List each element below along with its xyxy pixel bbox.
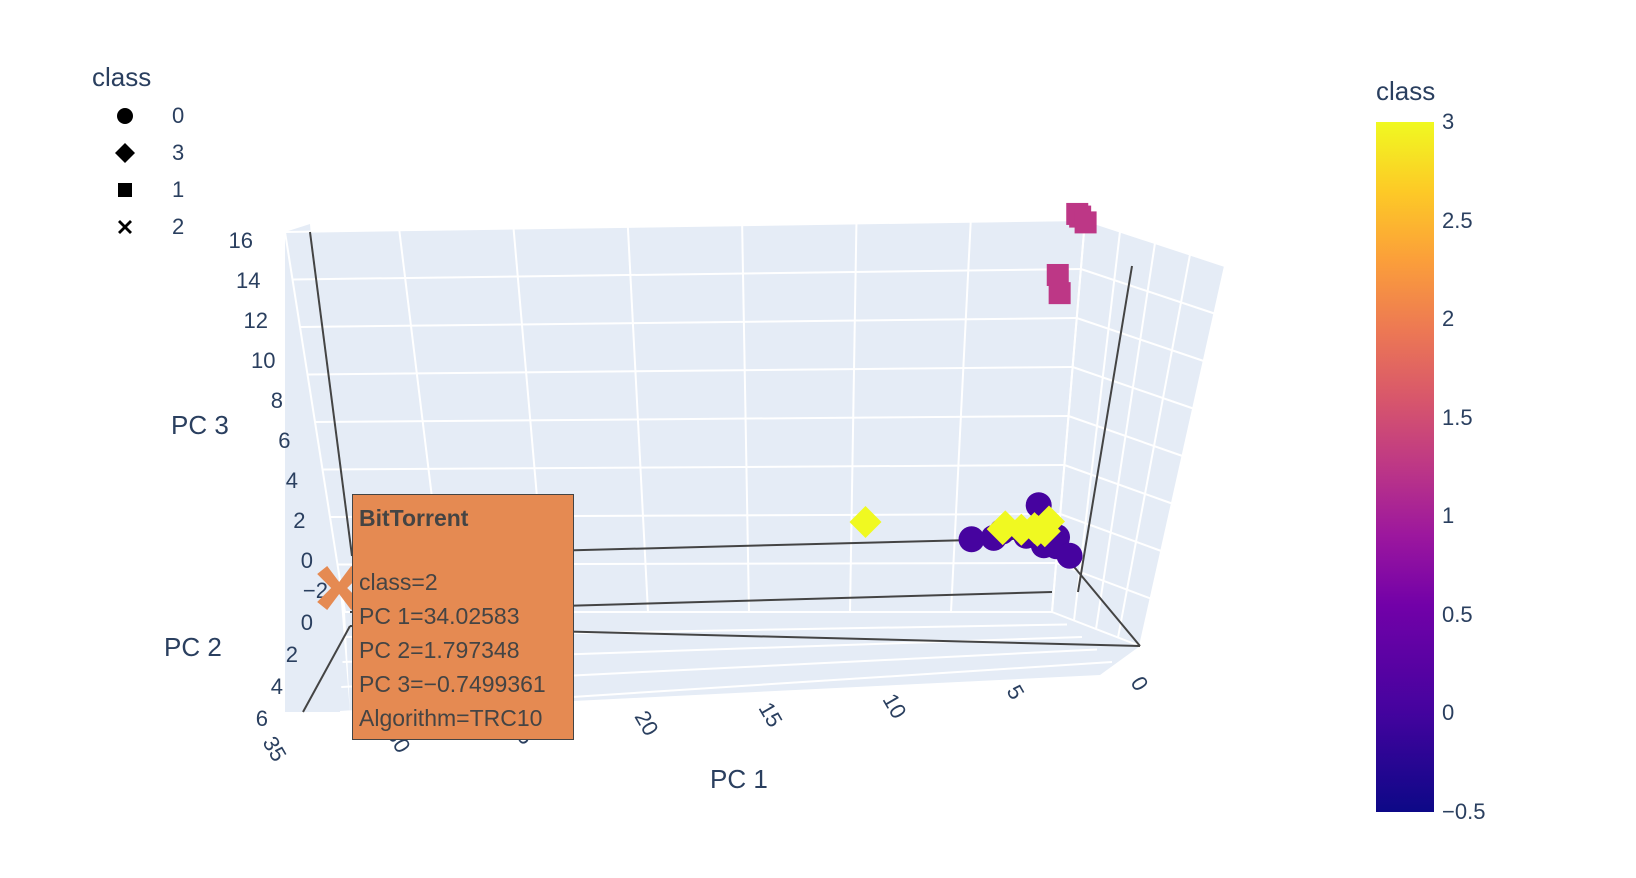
x-tick-label: 5 bbox=[1002, 681, 1030, 704]
hover-algorithm: Algorithm=TRC10 bbox=[359, 705, 543, 731]
legend-item-1[interactable]: 1 bbox=[92, 171, 184, 208]
x-tick-label: 15 bbox=[754, 698, 788, 732]
point-class-3[interactable] bbox=[849, 506, 882, 538]
legend-item-3[interactable]: 3 bbox=[92, 134, 184, 171]
colorbar-tick-label: 1.5 bbox=[1442, 404, 1473, 430]
z-tick-label: 2 bbox=[293, 508, 305, 533]
z-tick-labels: 16 14 12 10 8 6 4 2 0 bbox=[229, 228, 313, 573]
legend-item-label: 2 bbox=[172, 213, 185, 239]
hover-class: class=2 bbox=[359, 569, 438, 595]
colorbar-tick-label: 0.5 bbox=[1442, 601, 1473, 627]
square-icon bbox=[118, 182, 132, 197]
z-tick-label: 12 bbox=[244, 308, 268, 333]
hover-tooltip: BitTorrent class=2 PC 1=34.02583 PC 2=1.… bbox=[352, 494, 574, 740]
point-class-3[interactable] bbox=[1018, 512, 1051, 545]
point-class-1[interactable] bbox=[1046, 263, 1069, 286]
point-class-2[interactable] bbox=[317, 566, 362, 611]
grid-line bbox=[307, 366, 1073, 376]
x-tick-label: 35 bbox=[258, 732, 292, 766]
colorbar bbox=[1376, 122, 1434, 812]
legend: class 0 3 1 2 bbox=[92, 62, 184, 245]
legend-item-2[interactable]: 2 bbox=[92, 208, 184, 245]
legend-item-label: 0 bbox=[172, 102, 185, 128]
colorbar-tick-label: −0.5 bbox=[1442, 799, 1486, 824]
grid-line bbox=[284, 219, 1086, 233]
hover-pc2: PC 2=1.797348 bbox=[359, 637, 520, 663]
z-tick-label: 4 bbox=[286, 468, 298, 493]
grid-line bbox=[1117, 254, 1191, 638]
point-class-0[interactable] bbox=[958, 526, 985, 553]
colorbar-title: class bbox=[1376, 76, 1436, 106]
y-tick-label: 0 bbox=[301, 610, 313, 635]
grid-line bbox=[292, 268, 1081, 281]
legend-title: class bbox=[92, 62, 152, 92]
y-tick-label: 6 bbox=[256, 706, 268, 731]
grid-line bbox=[1139, 265, 1226, 647]
colorbar-tick-label: 0 bbox=[1442, 700, 1455, 726]
x-axis-title: PC 1 bbox=[710, 764, 768, 794]
z-tick-label: 8 bbox=[271, 388, 283, 413]
grid-line bbox=[1095, 242, 1156, 630]
z-axis-title: PC 3 bbox=[171, 410, 229, 440]
circle-icon bbox=[117, 107, 133, 124]
point-class-1[interactable] bbox=[1074, 211, 1097, 234]
grid-line bbox=[314, 415, 1069, 423]
colorbar-tick-label: 1 bbox=[1442, 503, 1455, 529]
point-class-1[interactable] bbox=[1048, 282, 1071, 305]
x-icon bbox=[118, 219, 132, 234]
x-tick-label: 10 bbox=[878, 689, 912, 723]
hover-pc1: PC 1=34.02583 bbox=[359, 603, 520, 629]
z-tick-label: 14 bbox=[236, 268, 260, 293]
z-tick-label: 16 bbox=[229, 228, 253, 253]
z-tick-label: 0 bbox=[301, 548, 313, 573]
colorbar-tick-label: 2.5 bbox=[1442, 207, 1473, 233]
right-wall bbox=[1052, 220, 1225, 646]
grid-line bbox=[322, 464, 1065, 471]
point-class-3[interactable] bbox=[986, 513, 1019, 546]
z-tick-label: 10 bbox=[251, 348, 275, 373]
colorbar-tick-label: 3 bbox=[1442, 109, 1455, 134]
legend-item-0[interactable]: 0 bbox=[92, 97, 184, 134]
grid-line bbox=[299, 317, 1077, 328]
point-class-0[interactable] bbox=[1056, 542, 1083, 569]
x-tick-label: 0 bbox=[1126, 672, 1154, 695]
legend-item-label: 1 bbox=[172, 176, 185, 202]
y-tick-label: 2 bbox=[286, 642, 298, 667]
z-tick-label: 6 bbox=[278, 428, 290, 453]
colorbar-tick-label: 2 bbox=[1442, 306, 1455, 332]
gridlines bbox=[284, 219, 1226, 713]
y-tick-label: 4 bbox=[271, 674, 283, 699]
x-tick-label: 20 bbox=[630, 706, 664, 740]
hover-title: BitTorrent bbox=[359, 505, 469, 531]
diamond-icon bbox=[115, 142, 135, 163]
y-axis-title: PC 2 bbox=[164, 632, 222, 662]
data-points bbox=[317, 202, 1097, 611]
legend-item-label: 3 bbox=[172, 139, 185, 165]
hover-pc3: PC 3=−0.7499361 bbox=[359, 671, 546, 697]
